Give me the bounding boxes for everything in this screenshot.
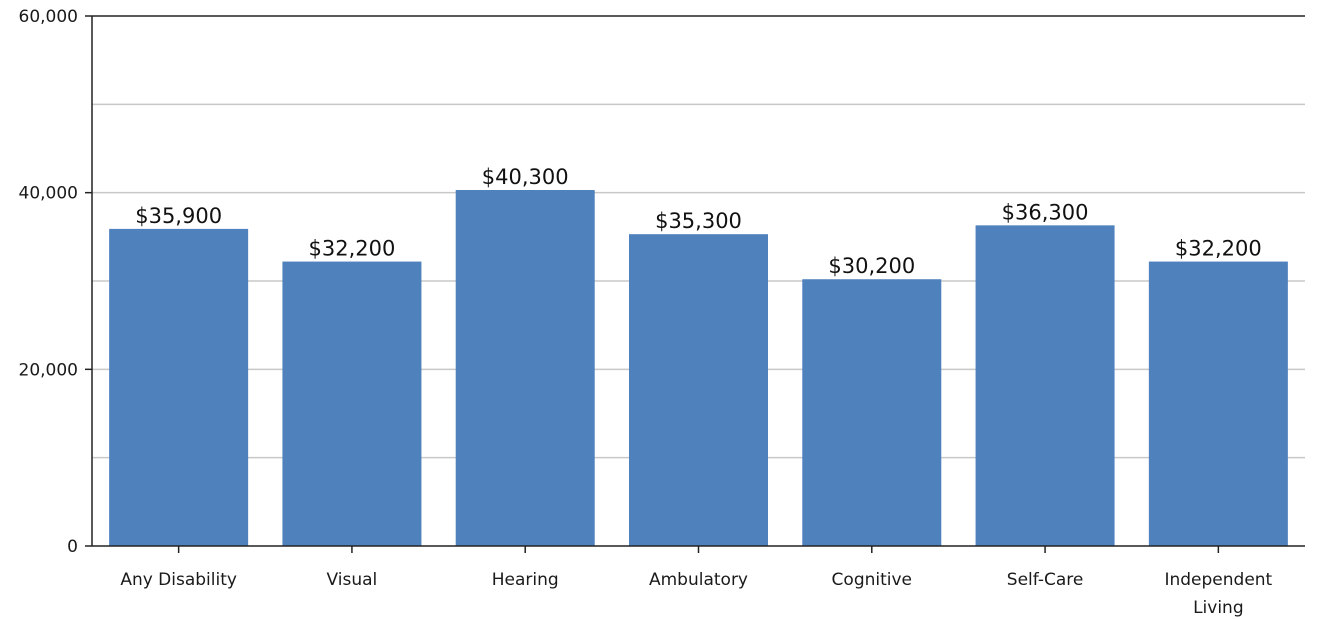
y-tick-label: 40,000 [19,184,78,204]
y-tick-label: 20,000 [19,360,78,380]
bar [629,234,768,546]
data-label: $35,300 [655,209,742,233]
category-label: Living [1193,598,1244,618]
bars [109,190,1288,546]
category-label: Independent [1164,570,1272,590]
bar [975,225,1115,546]
data-label: $32,200 [1175,237,1262,261]
data-label: $35,900 [135,204,222,228]
labels: $35,900 Any Disability $32,200 Visual $40,30… [19,7,1273,618]
axes [85,15,1305,553]
data-label: $40,300 [482,165,569,189]
bar [109,228,249,546]
category-label: Self-Care [1007,570,1084,590]
bar [455,190,595,546]
bar [802,279,942,546]
y-tick-label: 0 [67,537,78,557]
data-label: $32,200 [309,237,396,261]
bar [1148,261,1288,546]
data-label: $30,200 [828,254,915,278]
bar [282,261,422,546]
category-label: Hearing [492,570,559,590]
category-label: Any Disability [120,570,237,590]
category-label: Visual [327,570,378,590]
category-label: Ambulatory [649,570,748,590]
category-label: Cognitive [832,570,912,590]
data-label: $36,300 [1002,200,1089,224]
y-tick-label: 60,000 [19,7,78,27]
